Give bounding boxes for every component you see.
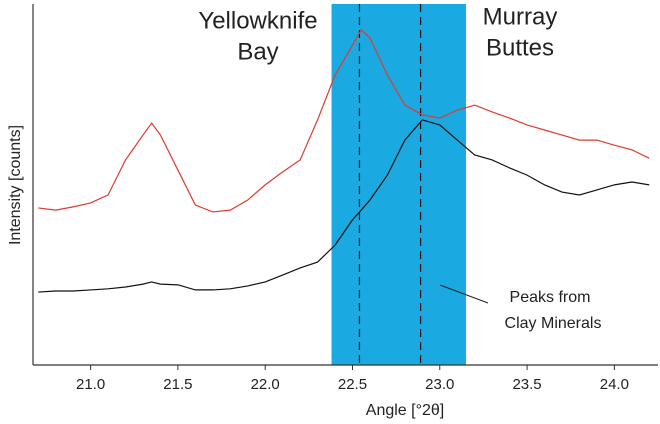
x-tick-label: 21.5 — [163, 376, 192, 393]
annotation-pointer — [439, 284, 489, 304]
x-axis-label: Angle [°2θ] — [366, 402, 444, 419]
line-layer — [38, 29, 650, 293]
shaded-region — [331, 4, 466, 365]
band-layer — [331, 4, 466, 365]
data-line — [38, 119, 650, 293]
data-line — [38, 29, 650, 213]
annotation: Clay Minerals — [505, 315, 602, 332]
annotation: Murray — [483, 3, 558, 30]
annotation: Yellowknife — [198, 7, 317, 34]
annotation: Peaks from — [510, 289, 591, 306]
annotation: Bay — [237, 38, 278, 65]
x-tick-label: 21.0 — [76, 376, 105, 393]
annotation: Buttes — [486, 34, 554, 61]
y-axis-label: Intensity [counts] — [7, 125, 24, 245]
x-tick-label: 22.5 — [338, 376, 367, 393]
x-tick-label: 24.0 — [600, 376, 629, 393]
x-tick-label: 22.0 — [251, 376, 280, 393]
x-tick-label: 23.5 — [512, 376, 541, 393]
x-tick-label: 23.0 — [425, 376, 454, 393]
